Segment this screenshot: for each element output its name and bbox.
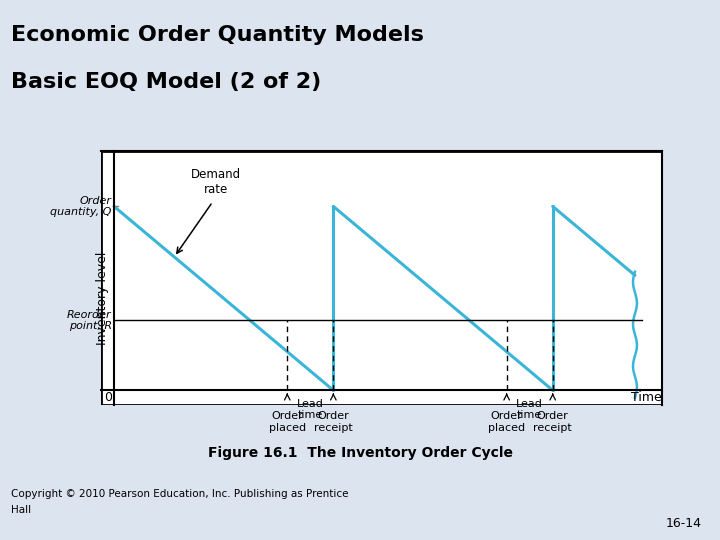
Text: Lead
time: Lead time	[516, 399, 543, 420]
Text: Economic Order Quantity Models: Economic Order Quantity Models	[11, 25, 423, 45]
Text: Figure 16.1  The Inventory Order Cycle: Figure 16.1 The Inventory Order Cycle	[207, 446, 513, 460]
Text: Order
receipt: Order receipt	[314, 411, 353, 433]
Text: Order
placed: Order placed	[488, 411, 525, 433]
Text: Basic EOQ Model (2 of 2): Basic EOQ Model (2 of 2)	[11, 72, 321, 92]
Text: Reorder
point, R: Reorder point, R	[67, 309, 112, 331]
Text: Order
quantity, Q: Order quantity, Q	[50, 195, 112, 217]
Text: Hall: Hall	[11, 505, 31, 515]
Text: Time: Time	[631, 391, 661, 404]
Text: Order
receipt: Order receipt	[534, 411, 572, 433]
Text: Copyright © 2010 Pearson Education, Inc. Publishing as Prentice: Copyright © 2010 Pearson Education, Inc.…	[11, 489, 348, 499]
Text: 16-14: 16-14	[666, 517, 702, 530]
FancyBboxPatch shape	[101, 151, 662, 405]
Text: Lead
time: Lead time	[297, 399, 324, 420]
Text: Inventory level: Inventory level	[96, 252, 109, 345]
Text: Demand
rate: Demand rate	[191, 168, 241, 196]
Text: 0: 0	[104, 391, 112, 404]
Text: Order
placed: Order placed	[269, 411, 306, 433]
